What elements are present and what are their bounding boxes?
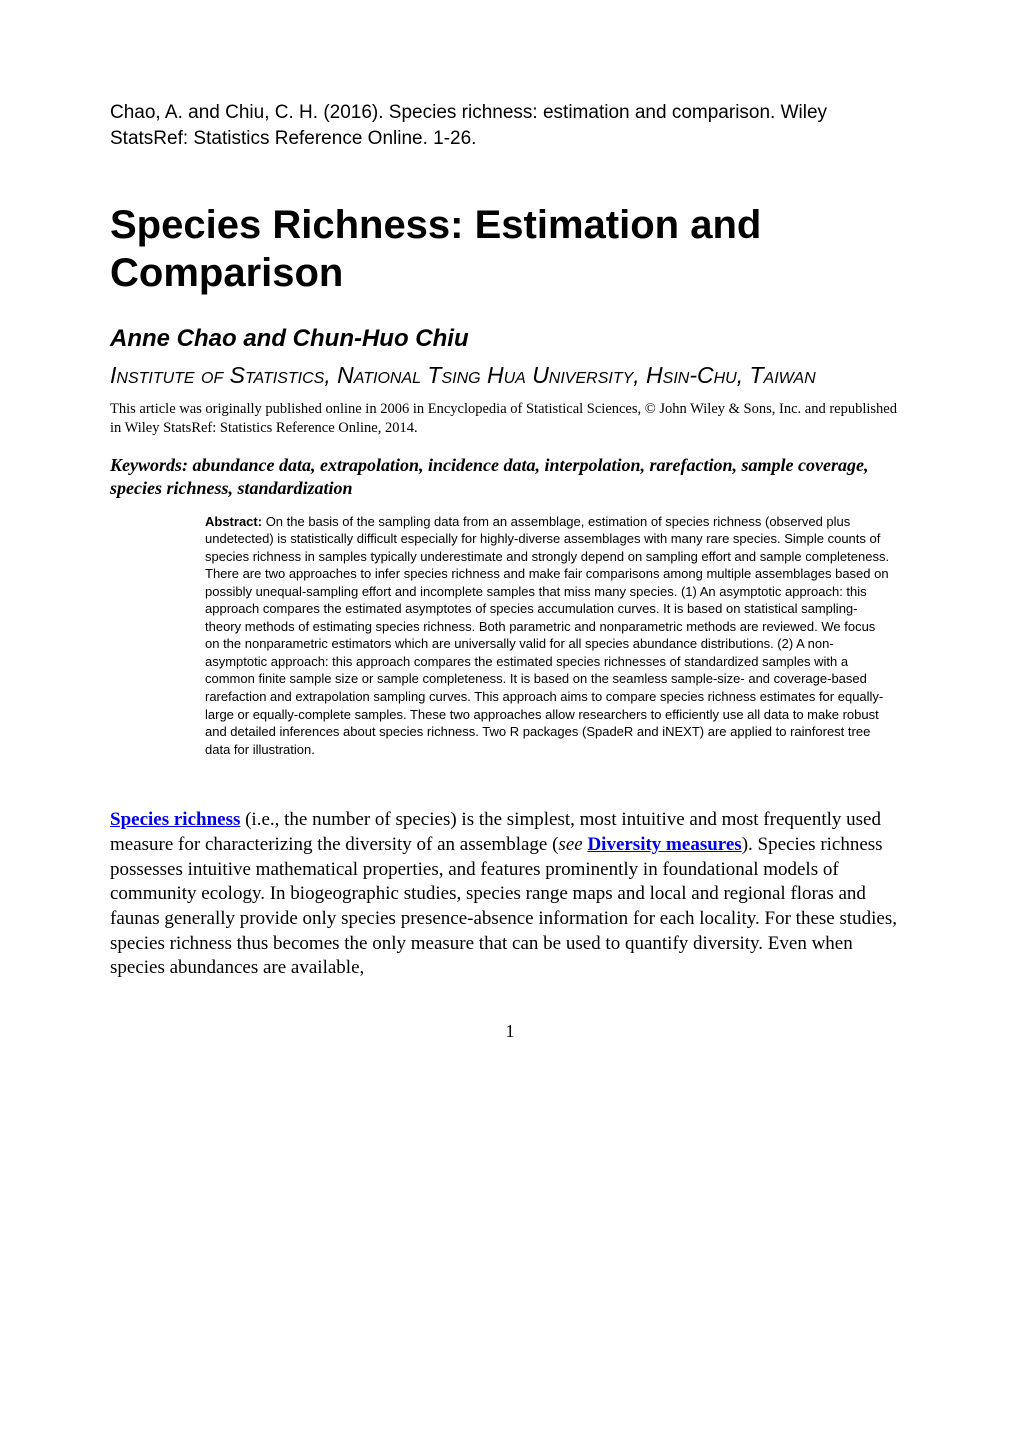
keywords-line: Keywords: abundance data, extrapolation,…: [110, 454, 910, 501]
body-seg-3: ). Species richness possesses intuitive …: [110, 834, 897, 978]
citation-text: Chao, A. and Chiu, C. H. (2016). Species…: [110, 100, 910, 151]
author-affiliation: Institute of Statistics, National Tsing …: [110, 361, 910, 390]
species-richness-link[interactable]: Species richness: [110, 809, 240, 830]
page-container: Chao, A. and Chiu, C. H. (2016). Species…: [0, 0, 1020, 1102]
abstract-body: On the basis of the sampling data from a…: [205, 514, 889, 757]
see-italic: see: [558, 834, 582, 855]
article-title: Species Richness: Estimation and Compari…: [110, 201, 910, 297]
abstract-block: Abstract: On the basis of the sampling d…: [205, 513, 890, 759]
author-names: Anne Chao and Chun-Huo Chiu: [110, 325, 910, 353]
diversity-measures-link[interactable]: Diversity measures: [587, 834, 741, 855]
page-number: 1: [110, 1021, 910, 1042]
body-paragraph: Species richness (i.e., the number of sp…: [110, 808, 910, 981]
publication-note: This article was originally published on…: [110, 400, 910, 438]
abstract-label: Abstract:: [205, 514, 262, 529]
